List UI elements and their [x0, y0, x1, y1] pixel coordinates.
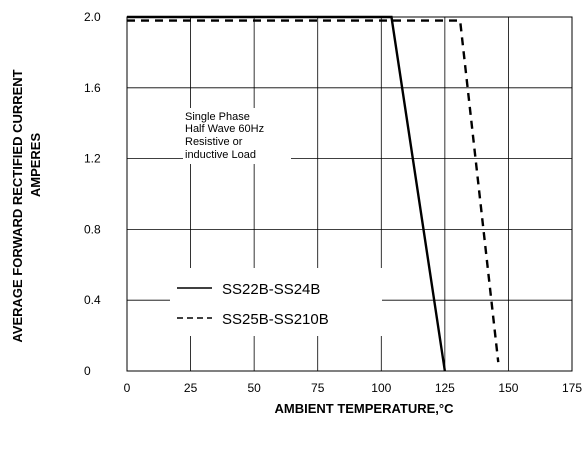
annotation-line-1: Single Phase: [185, 111, 250, 123]
x-tick-label: 50: [247, 381, 261, 395]
legend-label-1: SS22B-SS24B: [222, 281, 320, 298]
legend: SS22B-SS24B SS25B-SS210B: [170, 268, 382, 336]
x-tick-label: 150: [498, 381, 518, 395]
series-line-dashed: [127, 19, 500, 363]
legend-label-2: SS25B-SS210B: [222, 311, 329, 328]
annotation-background: [183, 108, 291, 164]
x-tick-labels: 0 25 50 75 100 125 150 175: [124, 381, 583, 395]
plot-frame: [126, 16, 573, 372]
y-tick-label: 0.4: [84, 293, 101, 307]
annotation-line-4: inductive Load: [185, 149, 256, 161]
y-axis-title-line-1: AVERAGE FORWARD RECTIFIED CURRENT: [10, 69, 25, 342]
y-tick-label: 0: [84, 364, 91, 378]
x-axis-title: AMBIENT TEMPERATURE,°C: [274, 401, 454, 416]
x-tick-label: 25: [184, 381, 198, 395]
y-tick-label: 0.8: [84, 222, 101, 236]
annotation-line-3: Resistive or: [185, 136, 243, 148]
y-tick-label: 1.2: [84, 152, 101, 166]
y-tick-labels: 0 0.4 0.8 1.2 1.6 2.0: [84, 10, 101, 378]
annotation-line-2: Half Wave 60Hz: [185, 123, 264, 135]
y-tick-label: 1.6: [84, 81, 101, 95]
annotation: Single Phase Half Wave 60Hz Resistive or…: [183, 108, 291, 164]
x-tick-label: 100: [371, 381, 391, 395]
x-tick-label: 125: [435, 381, 455, 395]
x-tick-label: 0: [124, 381, 131, 395]
y-tick-label: 2.0: [84, 10, 101, 24]
x-tick-label: 75: [311, 381, 325, 395]
y-axis-title-line-2: AMPERES: [28, 133, 43, 198]
x-tick-label: 175: [562, 381, 582, 395]
legend-background: [170, 268, 382, 336]
